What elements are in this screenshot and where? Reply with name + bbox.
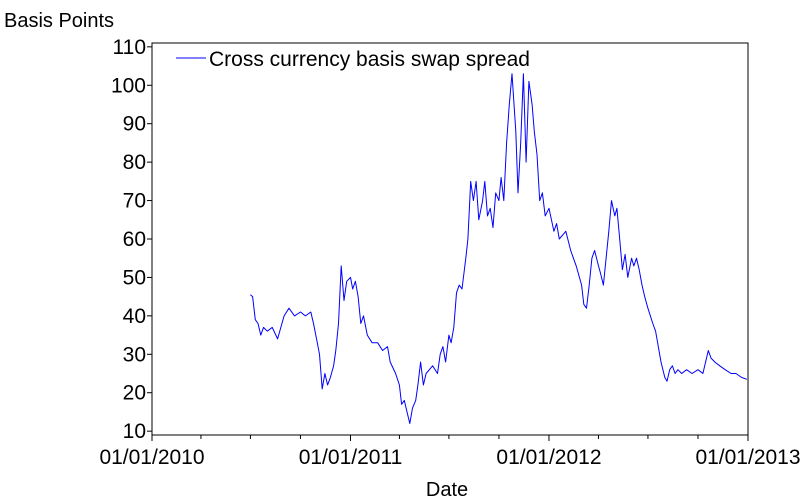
y-tick-label: 70 xyxy=(123,190,146,213)
x-axis-title: Date xyxy=(426,479,468,501)
y-tick-label: 90 xyxy=(123,113,146,136)
legend-label: Cross currency basis swap spread xyxy=(209,48,530,71)
y-tick-label: 80 xyxy=(123,151,146,174)
legend: Cross currency basis swap spread xyxy=(176,48,530,71)
y-tick-label: 30 xyxy=(123,343,146,366)
series-line xyxy=(250,73,748,424)
series-layer xyxy=(250,73,748,424)
y-tick-label: 50 xyxy=(123,266,146,289)
y-tick-label: 10 xyxy=(123,420,146,443)
y-tick-label: 20 xyxy=(123,382,146,405)
y-tick-label: 40 xyxy=(123,305,146,328)
y-tick-label: 60 xyxy=(123,228,146,251)
x-tick-label: 01/01/2012 xyxy=(496,446,601,469)
plot-frame xyxy=(151,42,749,436)
x-tick-label: 01/01/2010 xyxy=(99,446,204,469)
x-tick-label: 01/01/2013 xyxy=(695,446,800,469)
y-axis-title: Basis Points xyxy=(4,10,114,32)
y-tick-label: 100 xyxy=(111,74,146,97)
x-tick-label: 01/01/2011 xyxy=(299,446,403,469)
y-tick-label: 110 xyxy=(113,36,146,59)
y-axis: 10 20 30 40 50 60 70 80 90 100 110 xyxy=(111,36,152,443)
x-axis: 01/01/2010 01/01/2011 01/01/2012 01/01/2013 xyxy=(99,435,801,469)
